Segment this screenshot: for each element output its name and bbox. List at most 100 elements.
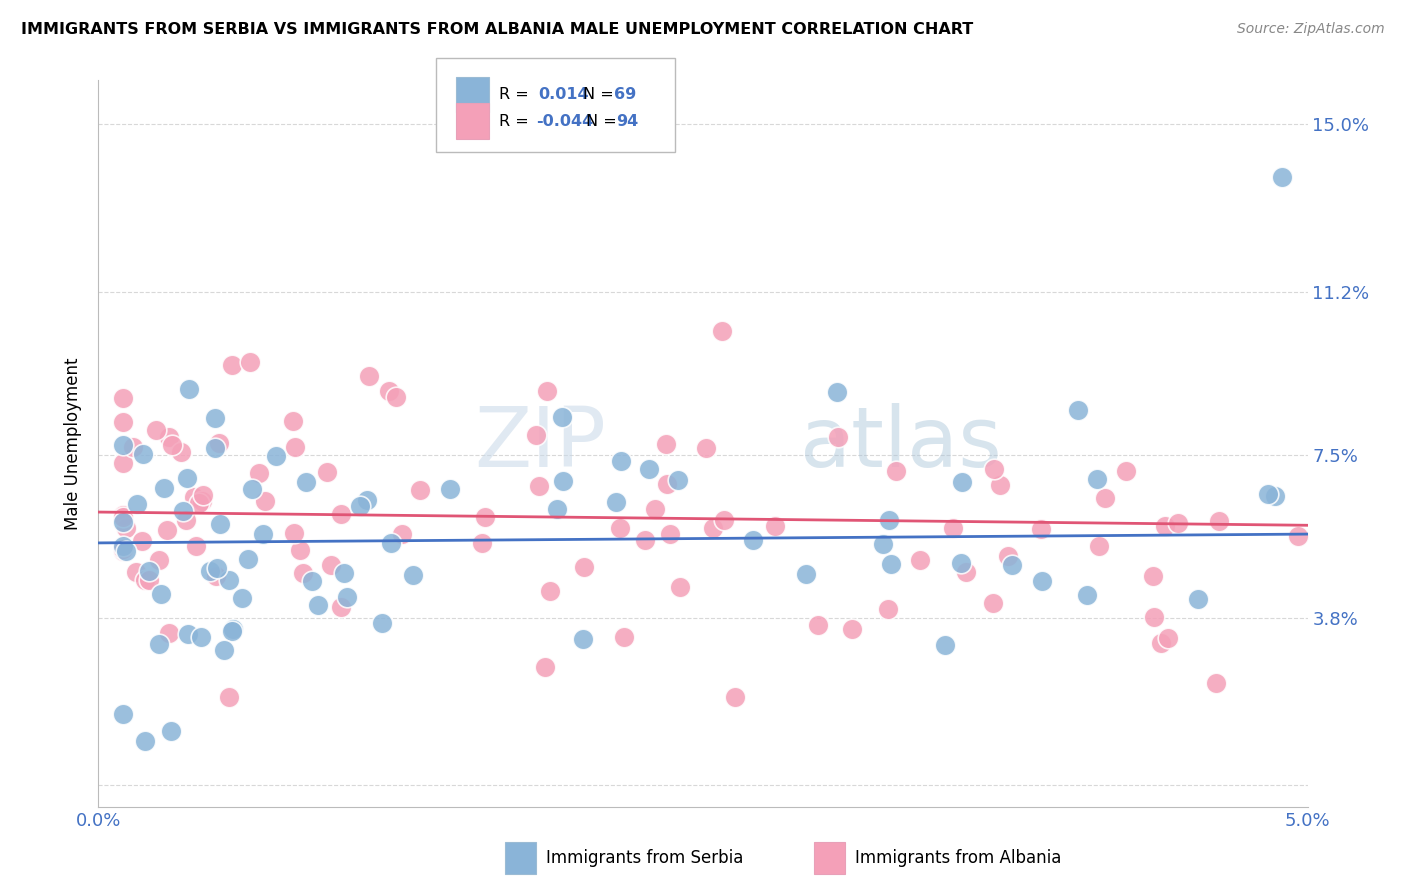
- Point: [669, 580, 692, 594]
- Point: [1029, 522, 1052, 536]
- Point: [794, 566, 817, 581]
- Point: [574, 560, 596, 574]
- Point: [138, 565, 160, 579]
- Point: [655, 437, 678, 451]
- Point: [187, 496, 209, 510]
- Point: [1154, 519, 1177, 533]
- Point: [111, 456, 134, 470]
- Point: [148, 552, 170, 566]
- Point: [370, 616, 392, 631]
- Point: [148, 637, 170, 651]
- Point: [330, 600, 353, 615]
- Text: IMMIGRANTS FROM SERBIA VS IMMIGRANTS FROM ALBANIA MALE UNEMPLOYMENT CORRELATION : IMMIGRANTS FROM SERBIA VS IMMIGRANTS FRO…: [21, 22, 973, 37]
- Point: [952, 475, 974, 490]
- Point: [174, 513, 197, 527]
- Point: [988, 478, 1011, 492]
- Point: [183, 491, 205, 505]
- Point: [474, 510, 496, 524]
- Point: [208, 435, 231, 450]
- Point: [880, 557, 903, 571]
- Point: [160, 438, 183, 452]
- Point: [212, 642, 235, 657]
- Point: [1271, 170, 1294, 185]
- Point: [538, 584, 561, 599]
- Point: [145, 423, 167, 437]
- Text: atlas: atlas: [800, 403, 1001, 484]
- Point: [1142, 569, 1164, 583]
- Point: [111, 542, 134, 557]
- Point: [190, 630, 212, 644]
- Point: [231, 591, 253, 605]
- Point: [551, 410, 574, 425]
- Text: 69: 69: [614, 87, 637, 102]
- Point: [1167, 516, 1189, 530]
- Point: [336, 590, 359, 604]
- Point: [934, 639, 956, 653]
- Text: R =: R =: [499, 114, 529, 128]
- Point: [240, 482, 263, 496]
- Point: [644, 502, 666, 516]
- Point: [330, 508, 353, 522]
- Text: Immigrants from Serbia: Immigrants from Serbia: [546, 849, 742, 867]
- Point: [153, 481, 176, 495]
- Point: [198, 565, 221, 579]
- Point: [222, 622, 245, 636]
- Point: [841, 622, 863, 636]
- Point: [942, 521, 965, 535]
- Point: [157, 429, 180, 443]
- Point: [131, 534, 153, 549]
- Text: Source: ZipAtlas.com: Source: ZipAtlas.com: [1237, 22, 1385, 37]
- Point: [1286, 528, 1309, 542]
- Text: Immigrants from Albania: Immigrants from Albania: [855, 849, 1062, 867]
- Point: [138, 573, 160, 587]
- Point: [1150, 636, 1173, 650]
- Text: -0.044: -0.044: [536, 114, 593, 128]
- Point: [193, 488, 215, 502]
- Point: [1076, 589, 1098, 603]
- Point: [741, 533, 763, 548]
- Point: [221, 624, 243, 639]
- Point: [111, 438, 134, 452]
- Point: [134, 573, 156, 587]
- Point: [264, 449, 287, 463]
- Point: [221, 358, 243, 372]
- Point: [111, 539, 134, 553]
- Point: [111, 515, 134, 529]
- Point: [609, 454, 631, 468]
- Point: [380, 536, 402, 550]
- Point: [176, 470, 198, 484]
- Point: [292, 566, 315, 581]
- Point: [177, 627, 200, 641]
- Point: [827, 430, 849, 444]
- Point: [134, 734, 156, 748]
- Point: [877, 602, 900, 616]
- Point: [983, 462, 1005, 476]
- Point: [763, 519, 786, 533]
- Point: [333, 566, 356, 581]
- Point: [236, 552, 259, 566]
- Point: [724, 690, 747, 705]
- Point: [1031, 574, 1053, 588]
- Point: [655, 476, 678, 491]
- Point: [378, 384, 401, 398]
- Point: [122, 441, 145, 455]
- Point: [247, 466, 270, 480]
- Point: [218, 573, 240, 587]
- Text: 94: 94: [616, 114, 638, 128]
- Point: [301, 574, 323, 588]
- Text: 0.014: 0.014: [538, 87, 589, 102]
- Point: [177, 382, 200, 396]
- Text: R =: R =: [499, 87, 529, 102]
- Point: [702, 521, 724, 535]
- Point: [254, 494, 277, 508]
- Point: [149, 587, 172, 601]
- Point: [983, 596, 1005, 610]
- Point: [132, 446, 155, 460]
- Point: [638, 462, 661, 476]
- Point: [1264, 489, 1286, 503]
- Point: [1088, 539, 1111, 553]
- Point: [294, 475, 316, 490]
- Point: [111, 707, 134, 722]
- Point: [471, 535, 494, 549]
- Point: [1143, 609, 1166, 624]
